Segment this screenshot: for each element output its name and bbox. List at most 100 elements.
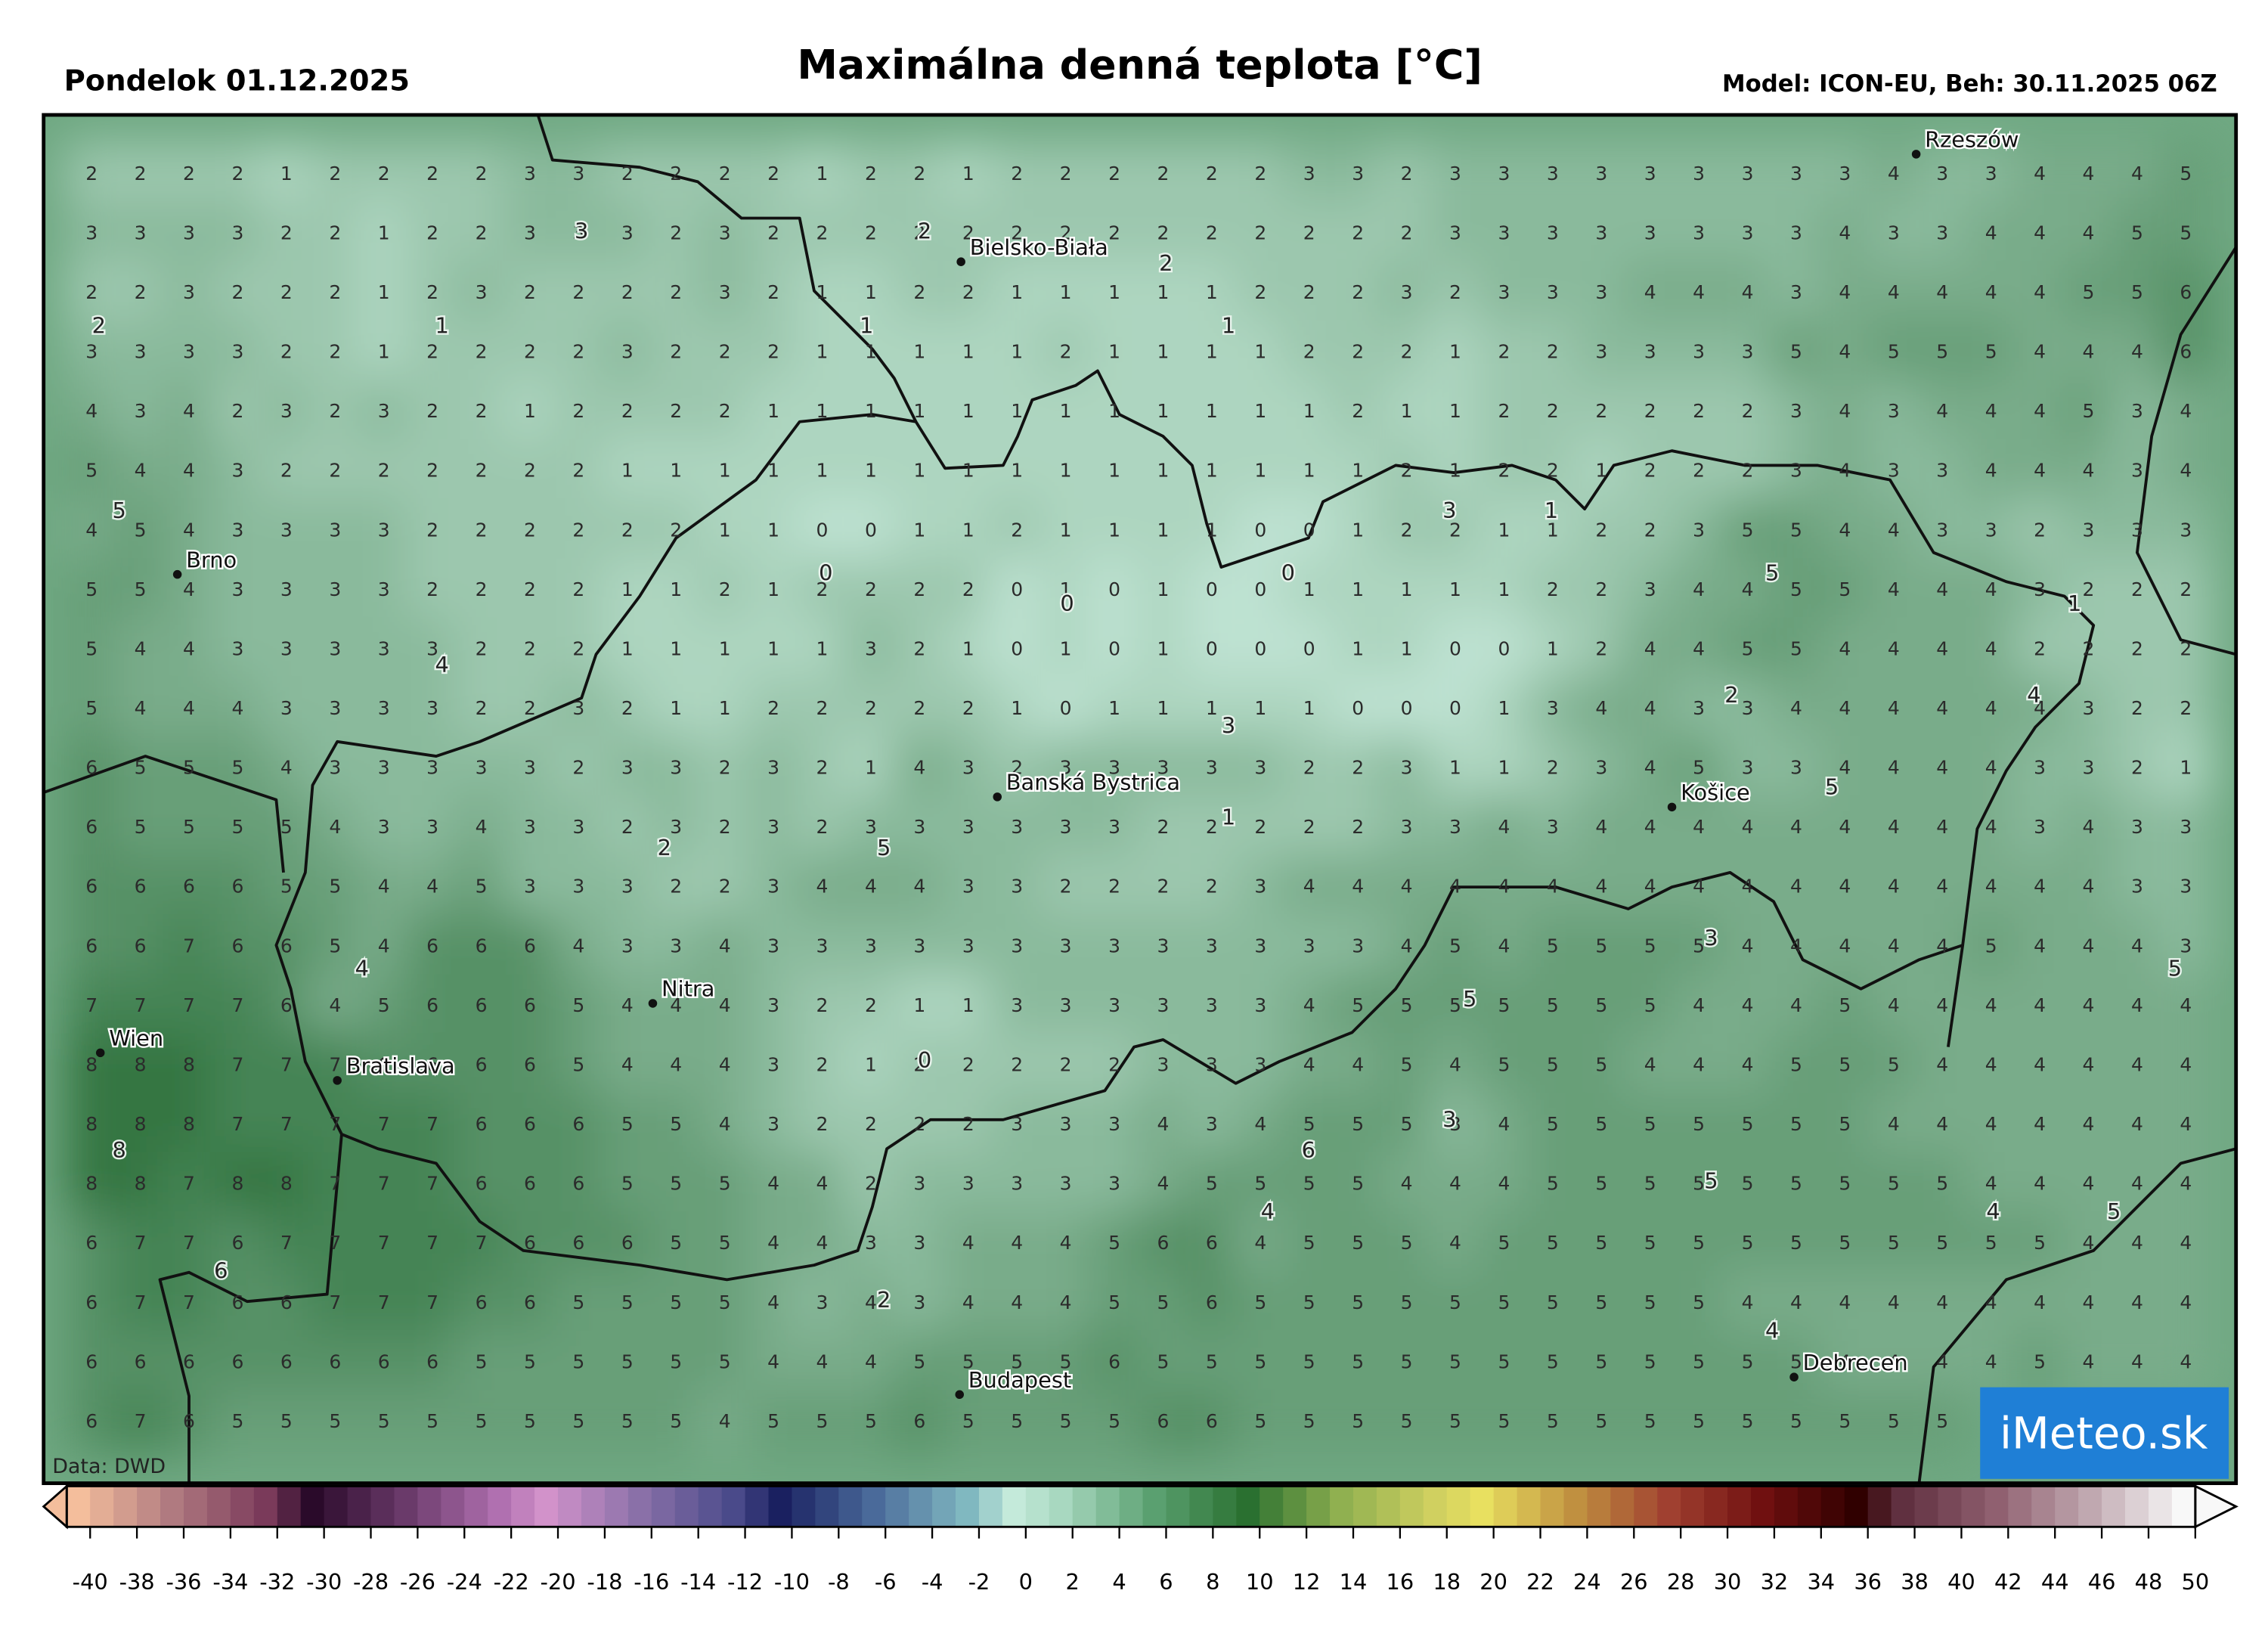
grid-value: 3 (1157, 994, 1170, 1016)
extremum: 2 (658, 835, 671, 860)
field-cell (454, 320, 509, 386)
field-cell (1915, 1330, 1970, 1396)
grid-value: 5 (1644, 1350, 1656, 1372)
field-cell (1136, 141, 1191, 207)
field-cell (210, 141, 265, 207)
grid-value: 5 (621, 1113, 634, 1135)
grid-value: 5 (1401, 994, 1413, 1016)
field-cell (1038, 1033, 1093, 1099)
field-cell (697, 439, 752, 504)
grid-value: 5 (1011, 1410, 1023, 1432)
grid-value: 3 (1888, 222, 1900, 243)
grid-value: 1 (1011, 341, 1023, 363)
field-cell (1622, 1152, 1678, 1217)
grid-value: 4 (621, 994, 634, 1016)
logo[interactable]: iMeteo.sk (2000, 1407, 2208, 1459)
field-cell (356, 914, 411, 980)
grid-value: 5 (476, 876, 488, 898)
grid-value: 3 (1352, 935, 1364, 957)
colorbar-box (698, 1486, 723, 1527)
field-cell (697, 1152, 752, 1217)
colorbar-box (1587, 1486, 1612, 1527)
grid-value: 5 (1693, 757, 1705, 779)
grid-value: 5 (1108, 1410, 1120, 1432)
colorbar-box (347, 1486, 372, 1527)
field-cell (1574, 617, 1629, 683)
grid-value: 5 (1839, 1053, 1851, 1075)
grid-value: 3 (572, 222, 584, 243)
grid-value: 1 (1206, 460, 1218, 482)
field-cell (308, 973, 363, 1040)
field-cell (64, 1330, 119, 1396)
grid-value: 1 (670, 697, 682, 719)
field-cell (210, 320, 265, 386)
colorbar-label: -18 (587, 1569, 622, 1595)
grid-value: 5 (1936, 341, 1948, 363)
grid-value: 5 (1352, 1173, 1364, 1195)
field-cell (2109, 795, 2164, 861)
grid-value: 4 (1449, 1173, 1461, 1195)
grid-value: 4 (1401, 876, 1413, 898)
logo-box[interactable] (1980, 1387, 2229, 1479)
colorbar-box (2102, 1486, 2126, 1527)
field-cell (1720, 201, 1775, 267)
field-cell (405, 379, 460, 445)
grid-value: 0 (1401, 697, 1413, 719)
grid-value: 0 (1011, 637, 1023, 659)
field-cell (210, 676, 265, 743)
grid-value: 5 (280, 1410, 293, 1432)
colorbar-frame (65, 1484, 2197, 1528)
grid-value: 5 (621, 1291, 634, 1313)
grid-value: 3 (329, 757, 341, 779)
colorbar-label: 8 (1206, 1569, 1219, 1595)
grid-value: 5 (1449, 994, 1461, 1016)
colorbar-box (300, 1486, 325, 1527)
grid-value: 2 (1498, 341, 1510, 363)
grid-value: 2 (1352, 757, 1364, 779)
grid-value: 1 (767, 460, 779, 482)
grid-value: 5 (1449, 1291, 1461, 1313)
grid-value: 2 (2034, 519, 2046, 541)
field-cell (746, 1152, 801, 1217)
grid-value: 4 (1790, 935, 1802, 957)
field-cell (746, 260, 801, 327)
field-cell (940, 1033, 996, 1099)
grid-value: 2 (1693, 400, 1705, 422)
grid-value: 5 (2131, 222, 2143, 243)
field-cell (1915, 736, 1970, 802)
field-cell (64, 141, 119, 207)
grid-value: 5 (1595, 1232, 1607, 1254)
field-cell (1184, 914, 1239, 980)
grid-value: 7 (476, 1232, 488, 1254)
grid-value: 3 (572, 876, 584, 898)
field-cell (1672, 617, 1727, 683)
grid-value: 4 (1060, 1232, 1072, 1254)
field-cell (1086, 141, 1142, 207)
field-cell (940, 795, 996, 861)
grid-value: 3 (1547, 163, 1559, 184)
grid-value: 4 (1790, 816, 1802, 838)
field-cell (697, 1270, 752, 1336)
grid-value: 2 (1595, 400, 1607, 422)
grid-value: 5 (1206, 1350, 1218, 1372)
grid-value: 2 (2180, 578, 2192, 600)
grid-value: 4 (1498, 935, 1510, 957)
field-cell (1379, 973, 1434, 1040)
field-cell (2109, 1033, 2164, 1099)
grid-value: 5 (1693, 1232, 1705, 1254)
field-cell (1184, 736, 1239, 802)
field-cell (1038, 1330, 1093, 1396)
grid-value: 3 (231, 222, 243, 243)
field-cell (2158, 320, 2214, 386)
field-cell (1038, 260, 1093, 327)
grid-value: 4 (1936, 281, 1948, 303)
grid-value: 4 (1888, 578, 1900, 600)
field-cell (113, 1211, 168, 1277)
field-cell (843, 260, 898, 327)
field-cell (600, 914, 655, 980)
field-cell (990, 973, 1045, 1040)
field-cell (2012, 498, 2068, 564)
grid-value: 6 (2180, 341, 2192, 363)
grid-value: 7 (280, 1113, 293, 1135)
